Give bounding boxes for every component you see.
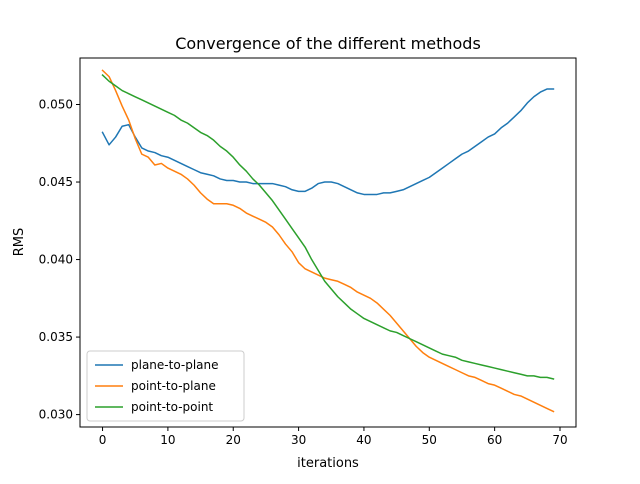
y-axis-label: RMS <box>12 228 27 257</box>
x-tick-label: 10 <box>160 433 175 447</box>
y-tick-label: 0.035 <box>39 330 73 344</box>
x-tick-label: 40 <box>356 433 371 447</box>
series-layer <box>101 69 555 413</box>
x-axis: 0 10 20 30 40 50 60 70 <box>99 427 568 447</box>
series-line-plane-to-plane <box>101 88 555 196</box>
legend-label-point-to-plane: point-to-plane <box>131 379 216 393</box>
y-tick-label: 0.030 <box>39 408 73 422</box>
chart-title: Convergence of the different methods <box>175 34 481 53</box>
y-tick-label: 0.045 <box>39 175 73 189</box>
plot-frame <box>79 57 577 428</box>
y-tick-label: 0.040 <box>39 253 73 267</box>
x-tick-label: 0 <box>99 433 107 447</box>
x-tick-label: 70 <box>552 433 567 447</box>
series-line-point-to-plane <box>101 69 555 413</box>
legend: plane-to-plane point-to-plane point-to-poi… <box>86 350 245 422</box>
legend-label-point-to-point: point-to-point <box>131 400 213 414</box>
x-axis-label: iterations <box>297 456 359 471</box>
x-tick-label: 30 <box>291 433 306 447</box>
plot-area <box>79 57 577 428</box>
y-axis: 0.030 0.035 0.040 0.045 0.050 <box>39 98 80 422</box>
x-tick-label: 60 <box>487 433 502 447</box>
legend-label-plane-to-plane: plane-to-plane <box>131 358 219 372</box>
x-tick-label: 50 <box>422 433 437 447</box>
series-line-point-to-point <box>101 73 555 380</box>
legend-box <box>86 350 245 422</box>
x-tick-label: 20 <box>226 433 241 447</box>
y-tick-label: 0.050 <box>39 98 73 112</box>
